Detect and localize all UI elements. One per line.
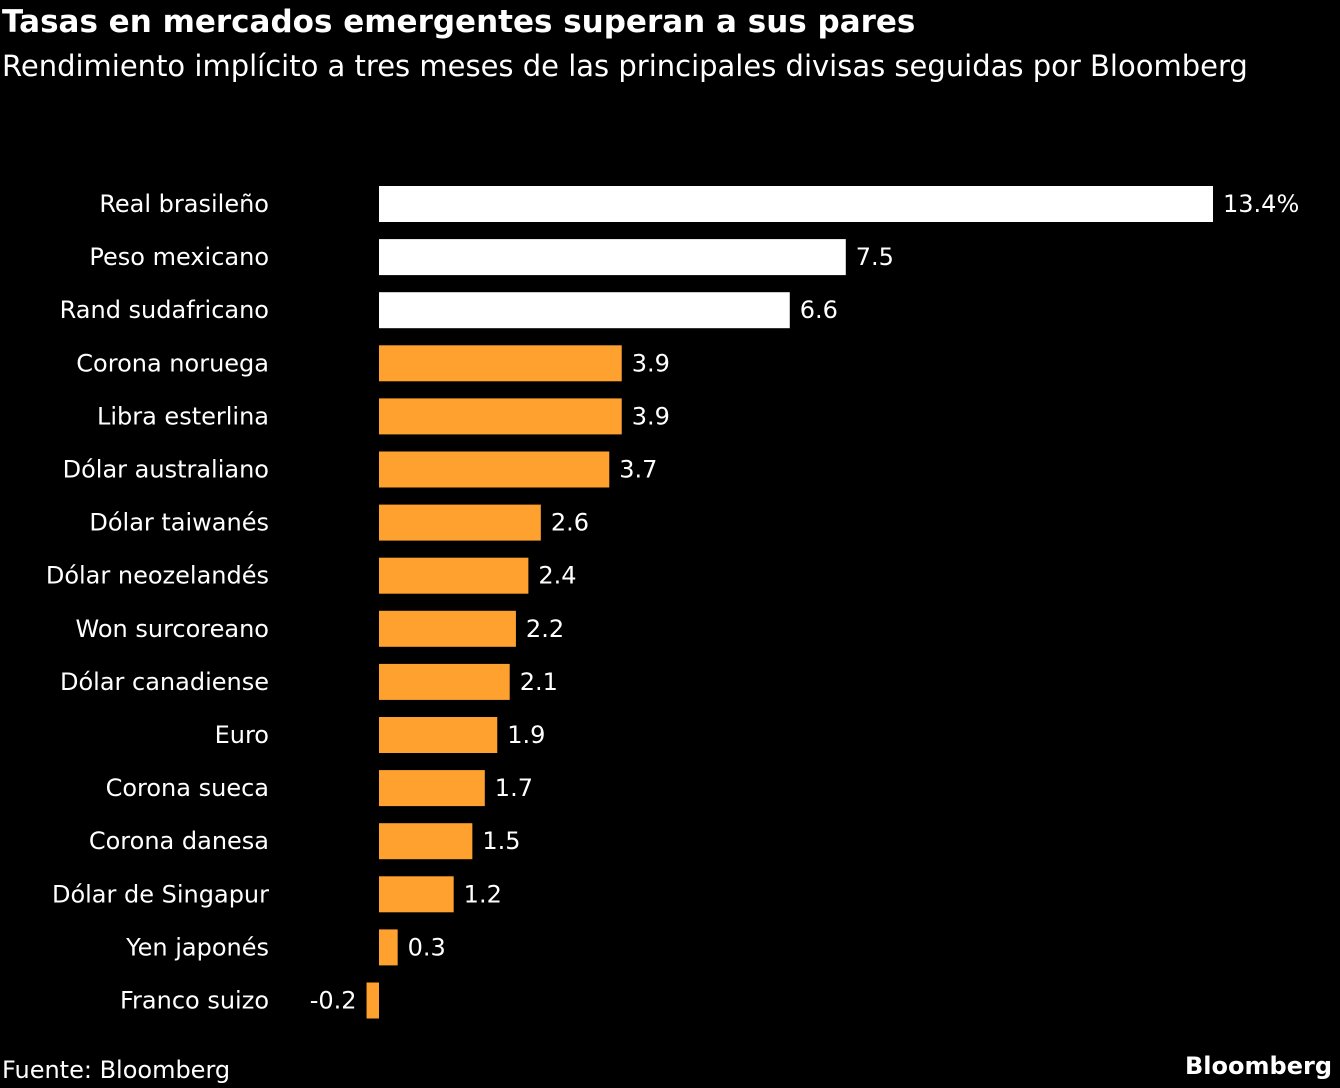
data-label: 2.6 — [551, 509, 589, 537]
category-label: Real brasileño — [99, 190, 269, 218]
bar — [379, 239, 846, 276]
category-label: Corona noruega — [76, 349, 269, 377]
chart-subtitle: Rendimiento implícito a tres meses de la… — [2, 49, 1248, 83]
bar — [379, 504, 541, 541]
bar — [379, 557, 529, 594]
bar — [379, 398, 622, 435]
category-label: Corona danesa — [89, 827, 269, 855]
data-label: 0.3 — [408, 933, 446, 961]
category-label: Dólar neozelandés — [46, 562, 269, 590]
data-label: 3.9 — [632, 402, 670, 430]
category-label: Euro — [215, 721, 269, 749]
bar — [379, 345, 622, 382]
category-label: Dólar taiwanés — [89, 509, 269, 537]
data-label: 13.4% — [1223, 190, 1299, 218]
data-label: 6.6 — [800, 296, 838, 324]
data-label: 2.2 — [526, 615, 564, 643]
data-label: 2.4 — [538, 562, 576, 590]
data-label: 3.7 — [619, 456, 657, 484]
data-label: 1.2 — [464, 880, 502, 908]
bar — [379, 663, 510, 700]
bar — [379, 770, 485, 807]
bar — [379, 292, 790, 329]
bar — [379, 876, 454, 913]
chart-title: Tasas en mercados emergentes superan a s… — [2, 4, 916, 40]
category-label: Franco suizo — [120, 987, 269, 1015]
bar — [379, 717, 498, 753]
data-label: 7.5 — [856, 243, 894, 271]
category-label: Won surcoreano — [76, 615, 270, 643]
bar — [379, 823, 473, 860]
bar — [379, 929, 398, 966]
category-label: Rand sudafricano — [60, 296, 269, 324]
bar — [379, 610, 516, 647]
category-label: Corona sueca — [106, 774, 269, 802]
data-label: 1.9 — [507, 721, 545, 749]
data-label: -0.2 — [310, 987, 357, 1015]
bar — [379, 451, 610, 488]
source-note: Fuente: Bloomberg — [2, 1056, 231, 1084]
data-label: 3.9 — [632, 349, 670, 377]
data-label: 1.5 — [482, 827, 520, 855]
category-label: Peso mexicano — [89, 243, 269, 271]
category-label: Dólar de Singapur — [52, 880, 269, 908]
bar — [366, 982, 379, 1019]
bar — [379, 186, 1213, 222]
data-label: 1.7 — [495, 774, 533, 802]
bloomberg-logo: Bloomberg — [1185, 1052, 1332, 1080]
category-label: Dólar canadiense — [60, 668, 269, 696]
category-label: Dólar australiano — [63, 456, 269, 484]
data-label: 2.1 — [520, 668, 558, 696]
category-label: Yen japonés — [125, 933, 269, 961]
category-label: Libra esterlina — [97, 402, 269, 430]
